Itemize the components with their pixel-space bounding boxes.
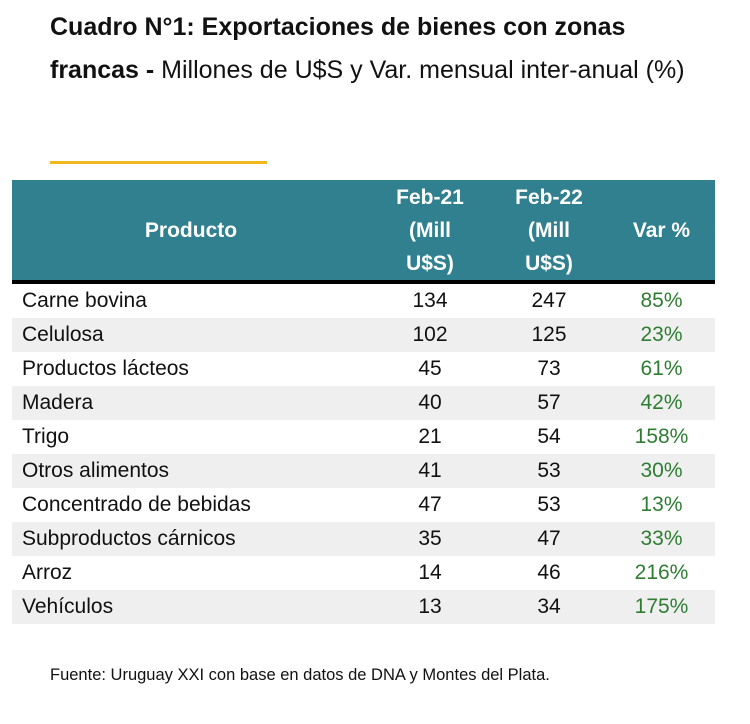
product-cell: Carne bovina (22, 289, 147, 312)
header-var: Var % (608, 180, 715, 284)
product-cell: Celulosa (12, 318, 370, 352)
feb22-cell: 54 (537, 425, 561, 448)
table-row: Arroz 14 46 216% (12, 556, 715, 590)
title-subtitle: Millones de U$S y Var. mensual inter-anu… (154, 56, 685, 84)
feb22-cell: 57 (490, 386, 608, 420)
product-cell: Otros alimentos (12, 454, 370, 488)
exports-table: Producto Feb-21 (Mill U$S) Feb-22 (Mill … (12, 180, 715, 624)
feb21-cell: 47 (418, 493, 442, 516)
table-title: Cuadro N°1: Exportaciones de bienes con … (50, 6, 690, 92)
feb21-cell: 14 (418, 561, 442, 584)
table-row: Concentrado de bebidas 47 53 13% (12, 488, 715, 522)
feb22-cell: 125 (490, 318, 608, 352)
header-feb21: Feb-21 (Mill U$S) (370, 180, 490, 284)
table-row: Trigo 21 54 158% (12, 420, 715, 454)
source-note: Fuente: Uruguay XXI con base en datos de… (50, 666, 550, 684)
feb22-cell: 247 (531, 289, 567, 312)
var-cell: 175% (608, 590, 715, 624)
feb21-cell: 102 (370, 318, 490, 352)
feb21-cell: 134 (412, 289, 448, 312)
feb21-cell: 13 (370, 590, 490, 624)
table-row: Subproductos cárnicos 35 47 33% (12, 522, 715, 556)
table-row: Celulosa 102 125 23% (12, 318, 715, 352)
var-cell: 23% (608, 318, 715, 352)
feb22-cell: 53 (537, 493, 561, 516)
feb21-cell: 40 (370, 386, 490, 420)
var-cell: 85% (640, 289, 683, 312)
feb21-cell: 45 (418, 357, 442, 380)
var-cell: 61% (640, 357, 683, 380)
table-row: Productos lácteos 45 73 61% (12, 352, 715, 386)
var-cell: 216% (634, 561, 689, 584)
feb21-cell: 35 (370, 522, 490, 556)
table-row: Carne bovina 134 247 85% (12, 282, 715, 318)
product-cell: Subproductos cárnicos (12, 522, 370, 556)
feb22-cell: 53 (490, 454, 608, 488)
feb21-cell: 21 (418, 425, 442, 448)
var-cell: 13% (640, 493, 683, 516)
feb22-cell: 34 (490, 590, 608, 624)
feb21-cell: 41 (370, 454, 490, 488)
product-cell: Productos lácteos (22, 357, 189, 380)
var-cell: 30% (608, 454, 715, 488)
table-row: Madera 40 57 42% (12, 386, 715, 420)
var-cell: 158% (634, 425, 689, 448)
table-row: Otros alimentos 41 53 30% (12, 454, 715, 488)
title-bold: Cuadro N°1: Exportaciones de bienes con … (50, 13, 626, 84)
feb22-cell: 73 (537, 357, 561, 380)
product-cell: Madera (12, 386, 370, 420)
product-cell: Arroz (22, 561, 73, 584)
table-row: Vehículos 13 34 175% (12, 590, 715, 624)
product-cell: Vehículos (12, 590, 370, 624)
feb22-cell: 46 (537, 561, 561, 584)
accent-rule (50, 161, 267, 164)
header-row: Producto Feb-21 (Mill U$S) Feb-22 (Mill … (12, 180, 715, 284)
header-feb22: Feb-22 (Mill U$S) (490, 180, 608, 284)
header-producto: Producto (12, 180, 370, 284)
feb22-cell: 47 (490, 522, 608, 556)
product-cell: Concentrado de bebidas (22, 493, 251, 516)
var-cell: 42% (608, 386, 715, 420)
product-cell: Trigo (22, 425, 70, 448)
var-cell: 33% (608, 522, 715, 556)
